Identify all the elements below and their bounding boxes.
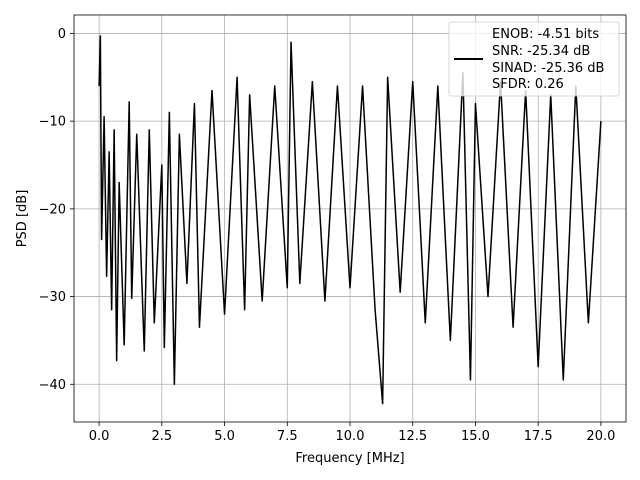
x-tick-label: 7.5	[277, 429, 298, 444]
legend-entry-sinad: SINAD: -25.36 dB	[492, 61, 604, 76]
legend-entry-sfdr: SFDR: 0.26	[492, 77, 564, 92]
y-tick-label: −30	[39, 290, 66, 305]
y-tick-label: 0	[58, 27, 66, 42]
legend: ENOB: -4.51 bits SNR: -25.34 dB SINAD: -…	[448, 21, 620, 97]
y-axis-label: PSD [dB]	[15, 190, 30, 248]
x-axis-label: Frequency [MHz]	[295, 451, 404, 466]
ticks: 0.0 2.5 5.0 7.5 10.0 12.5 15.0 17.5 20.0 0 −10 −20 −…	[39, 27, 616, 444]
x-tick-label: 2.5	[151, 429, 172, 444]
x-tick-label: 5.0	[214, 429, 235, 444]
legend-box	[448, 21, 620, 97]
x-tick-label: 15.0	[461, 429, 490, 444]
y-tick-label: −40	[39, 378, 66, 393]
legend-entry-snr: SNR: -25.34 dB	[492, 44, 590, 59]
y-tick-label: −10	[39, 115, 66, 130]
x-tick-label: 0.0	[89, 429, 110, 444]
legend-entry-enob: ENOB: -4.51 bits	[492, 27, 599, 42]
psd-series-line	[98, 35, 602, 405]
y-tick-label: −20	[39, 202, 66, 217]
x-tick-label: 12.5	[398, 429, 427, 444]
x-tick-label: 17.5	[524, 429, 553, 444]
x-tick-label: 20.0	[586, 429, 615, 444]
x-tick-label: 10.0	[336, 429, 365, 444]
plot-area	[98, 35, 602, 405]
